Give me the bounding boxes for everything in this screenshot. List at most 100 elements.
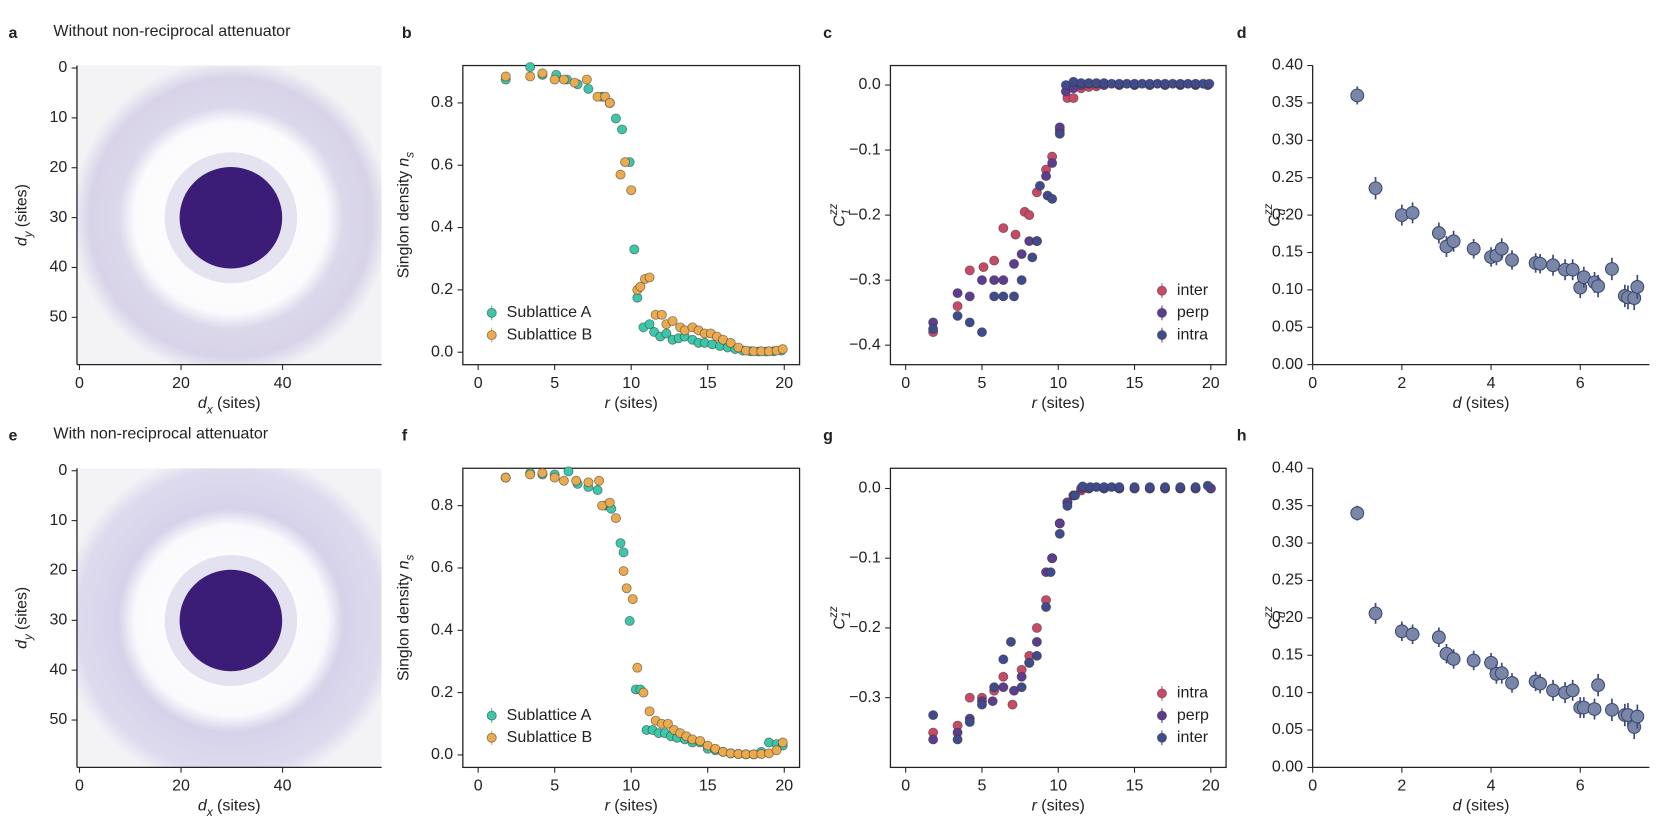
x-tick-label: 0 (901, 375, 910, 392)
y-tick-label: 0.15 (1272, 244, 1303, 261)
x-tick-label: 10 (1049, 778, 1067, 795)
point (1016, 682, 1027, 693)
point (1368, 181, 1383, 196)
point (594, 475, 605, 486)
point (928, 323, 939, 334)
point (620, 157, 631, 168)
x-tick-label: 15 (1126, 778, 1144, 795)
point (952, 301, 963, 312)
axis-symbol: d (14, 639, 31, 649)
point (558, 74, 569, 85)
axis-subscript: y (22, 230, 35, 238)
point (989, 682, 1000, 693)
x-tick-label: 0 (1308, 375, 1317, 392)
y-tick-label: 40 (50, 259, 68, 276)
x-tick-label: 20 (775, 778, 793, 795)
point (998, 291, 1009, 302)
axis-label: r (sites) (1032, 798, 1085, 815)
point (1047, 193, 1058, 204)
axis-label: r (sites) (605, 798, 658, 815)
point (635, 281, 646, 292)
x-tick-label: 5 (978, 778, 987, 795)
point (644, 272, 655, 283)
point (1054, 128, 1065, 139)
point (1431, 630, 1446, 645)
point (1016, 671, 1027, 682)
point (563, 466, 574, 477)
legend-marker (486, 710, 497, 721)
y-tick-label: 40 (50, 661, 68, 678)
legend-marker (486, 732, 497, 743)
x-tick-label: 0 (75, 375, 84, 392)
point (1587, 702, 1602, 716)
axis-label: dx (sites) (198, 798, 261, 819)
point (1175, 482, 1186, 493)
point (537, 68, 548, 79)
x-tick-label: 0 (474, 375, 483, 392)
point (1016, 249, 1027, 260)
panel-label: a (9, 25, 18, 42)
axis-unit: (sites) (217, 395, 261, 412)
point (1405, 205, 1420, 220)
y-tick-label: 0.10 (1272, 684, 1303, 701)
point (569, 77, 580, 88)
x-tick-label: 5 (978, 375, 987, 392)
legend-marker (1156, 307, 1167, 318)
y-tick-label: 0.05 (1272, 319, 1303, 336)
panel-label: h (1237, 428, 1247, 445)
y-tick-label: 0.0 (859, 480, 881, 497)
point (537, 467, 548, 478)
point (615, 538, 626, 549)
axis-label: Singlon density ns (395, 152, 416, 279)
legend-marker (1156, 732, 1167, 743)
point (610, 513, 621, 524)
legend-label: intra (1177, 685, 1208, 702)
point (638, 687, 649, 698)
y-tick-label: 0.10 (1272, 281, 1303, 298)
axis-symbol: r (605, 395, 611, 412)
point (998, 223, 1009, 234)
x-tick-label: 6 (1576, 375, 1585, 392)
axis-symbol: C (1266, 215, 1283, 227)
point (1466, 653, 1481, 668)
legend-marker (1156, 688, 1167, 699)
x-tick-label: 0 (901, 778, 910, 795)
y-tick-label: 0.0 (431, 746, 453, 763)
legend-label: Sublattice A (507, 304, 592, 321)
point (1031, 622, 1042, 633)
point (1202, 480, 1213, 491)
point (549, 74, 560, 85)
point (1010, 229, 1021, 240)
y-tick-label: 0.35 (1272, 94, 1303, 111)
x-tick-label: 0 (75, 778, 84, 795)
axis-subscript: 1 (840, 612, 853, 618)
heatmap-image (76, 468, 382, 768)
y-tick-label: 0.25 (1272, 572, 1303, 589)
axes-frame (889, 467, 1227, 769)
point (592, 485, 603, 496)
point (1007, 699, 1018, 710)
point (952, 310, 963, 321)
y-tick-label: 50 (50, 309, 68, 326)
legend-marker (1156, 285, 1167, 296)
point (1446, 652, 1461, 666)
point (771, 745, 782, 756)
point (777, 344, 788, 355)
point (1546, 683, 1560, 698)
y-tick-label: 0.40 (1272, 460, 1303, 477)
point (1466, 241, 1481, 256)
point (1630, 709, 1645, 724)
point (615, 169, 626, 180)
x-tick-label: 0 (1308, 778, 1317, 795)
y-tick-label: 0.00 (1272, 356, 1303, 373)
axis-unit: (sites) (1041, 395, 1085, 412)
point (549, 472, 560, 483)
point (1204, 78, 1215, 89)
y-tick-label: 20 (50, 562, 68, 579)
y-tick-label: 50 (50, 711, 68, 728)
point (1070, 490, 1081, 501)
axis-label: r (sites) (1032, 395, 1085, 412)
axis-subscript: d (1275, 611, 1288, 618)
axis-label: Cdzz (1262, 606, 1288, 629)
point (964, 317, 975, 328)
